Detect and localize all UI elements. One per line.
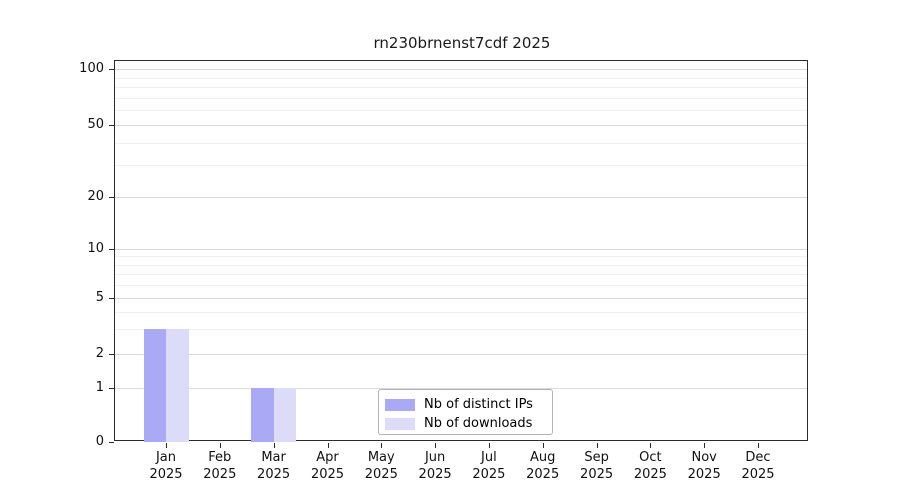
x-tick-label: Sep 2025 xyxy=(580,450,614,482)
gridline-minor xyxy=(115,165,807,167)
y-tick-label: 2 xyxy=(95,346,104,361)
gridline-minor xyxy=(115,274,807,276)
x-tick-mark xyxy=(166,443,167,448)
gridline-minor xyxy=(115,110,807,112)
gridline-minor xyxy=(115,329,807,331)
chart-title: rn230brnenst7cdf 2025 xyxy=(373,34,551,52)
legend-swatch xyxy=(385,417,415,430)
gridline-major xyxy=(115,354,807,355)
x-tick-mark xyxy=(381,443,383,448)
y-tick-mark xyxy=(109,298,114,299)
x-tick-mark xyxy=(488,443,490,448)
bar-nb-of-distinct-ips xyxy=(251,388,274,442)
y-tick-mark xyxy=(109,69,114,70)
legend-row: Nb of distinct IPs xyxy=(385,395,544,414)
x-tick-mark xyxy=(435,443,437,448)
y-tick-mark xyxy=(109,249,114,250)
y-tick-mark xyxy=(109,125,114,126)
gridline-minor xyxy=(115,264,807,266)
x-tick-label: Mar 2025 xyxy=(257,450,291,482)
gridline-minor xyxy=(115,311,807,313)
x-tick-mark xyxy=(273,443,275,448)
plot-area: Nb of distinct IPs Nb of downloads xyxy=(114,60,808,442)
gridline-minor xyxy=(115,97,807,99)
y-tick-label: 50 xyxy=(87,117,104,132)
x-tick-label: Nov 2025 xyxy=(687,450,721,482)
gridline-major xyxy=(115,249,807,250)
x-tick-mark xyxy=(327,443,329,448)
x-tick-mark xyxy=(596,443,598,448)
y-tick-mark xyxy=(109,197,114,198)
y-tick-label: 0 xyxy=(95,433,104,449)
y-tick-mark xyxy=(109,441,114,443)
y-tick-label: 20 xyxy=(87,189,104,204)
y-tick-label: 1 xyxy=(95,380,104,395)
gridline-major xyxy=(115,125,807,126)
y-tick-label: 100 xyxy=(79,61,104,76)
gridline-major xyxy=(115,298,807,299)
x-tick-mark xyxy=(219,443,221,448)
x-tick-label: Aug 2025 xyxy=(526,450,560,482)
x-tick-label: Jul 2025 xyxy=(472,450,506,482)
legend-swatch xyxy=(385,398,415,411)
x-tick-mark xyxy=(650,443,652,448)
bar-nb-of-downloads xyxy=(273,388,297,442)
x-tick-label: May 2025 xyxy=(364,450,398,482)
x-tick-label: Jan 2025 xyxy=(149,450,183,482)
x-tick-label: Feb 2025 xyxy=(203,450,237,482)
x-tick-label: Apr 2025 xyxy=(310,450,345,482)
gridline-minor xyxy=(115,142,807,144)
bar-nb-of-distinct-ips xyxy=(143,329,166,442)
x-tick-mark xyxy=(542,443,544,448)
gridline-minor xyxy=(115,77,807,79)
legend: Nb of distinct IPs Nb of downloads xyxy=(378,389,553,435)
gridline-major xyxy=(115,69,807,70)
gridline-major xyxy=(115,388,807,389)
y-tick-label: 10 xyxy=(87,241,104,256)
legend-row: Nb of downloads xyxy=(385,414,544,433)
x-tick-label: Oct 2025 xyxy=(633,450,667,482)
gridline-minor xyxy=(115,256,807,258)
legend-label: Nb of distinct IPs xyxy=(424,397,533,412)
y-tick-mark xyxy=(109,354,114,355)
y-tick-label: 5 xyxy=(95,290,104,305)
x-tick-mark xyxy=(704,443,706,448)
gridline-minor xyxy=(115,285,807,287)
x-tick-label: Dec 2025 xyxy=(741,450,775,482)
gridline-minor xyxy=(115,87,807,88)
y-tick-mark xyxy=(109,388,114,389)
x-tick-label: Jun 2025 xyxy=(418,450,452,482)
gridline-major xyxy=(115,197,807,198)
legend-label: Nb of downloads xyxy=(424,416,533,431)
x-tick-mark xyxy=(758,443,759,448)
bar-nb-of-downloads xyxy=(166,329,189,442)
